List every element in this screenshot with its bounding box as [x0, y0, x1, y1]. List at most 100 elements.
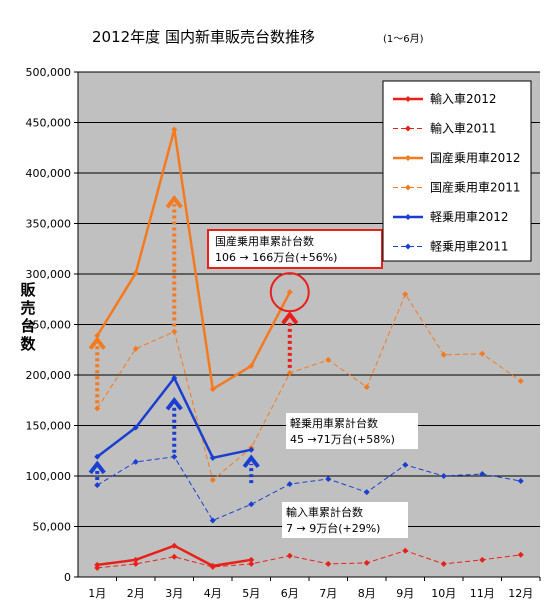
legend-label: 国産乗用車2011	[430, 180, 521, 195]
y-tick-label: 300,000	[26, 268, 72, 281]
series-point	[132, 560, 139, 567]
series-line-2	[97, 550, 521, 569]
series-point	[248, 362, 255, 369]
x-tick-label: 7月	[319, 587, 337, 600]
annotation-domestic-line2: 106 → 166万台(+56%)	[215, 250, 337, 264]
y-tick-label: 400,000	[26, 167, 72, 180]
series-point	[479, 556, 486, 563]
series-point	[248, 556, 255, 563]
series-point	[94, 561, 101, 568]
annotation-import-line1: 輸入車累計台数	[286, 505, 363, 519]
legend-box	[382, 80, 532, 262]
series-point	[171, 126, 178, 133]
legend: 輸入車2012 輸入車2011 国産乗用車2012 国産乗用車2011 軽乗用車2012…	[382, 80, 532, 262]
series-point	[402, 291, 409, 298]
annotation-import-box	[282, 502, 408, 538]
annotation-import: 輸入車累計台数 7 → 9万台(+29%)	[282, 502, 408, 538]
series-point	[94, 453, 101, 460]
series-point	[94, 332, 101, 339]
y-tick-label: 350,000	[26, 218, 72, 231]
series-point	[440, 473, 447, 479]
series-point	[248, 560, 255, 567]
legend-marker	[405, 125, 411, 132]
series-point	[209, 477, 216, 484]
highlight-circle	[269, 272, 310, 313]
arrow-head	[88, 336, 106, 350]
series-line-3	[96, 129, 291, 392]
chart-title: 2012年度 国内新車販売台数推移	[92, 28, 315, 46]
series-point	[402, 547, 409, 554]
y-tick-label: 200,000	[26, 369, 72, 382]
series-point	[325, 476, 332, 483]
legend-marker	[405, 184, 411, 191]
series-point	[132, 345, 139, 352]
x-tick-label: 9月	[396, 587, 414, 600]
legend-label: 輸入車2011	[430, 121, 497, 136]
arrow-head	[281, 311, 299, 325]
series-point	[248, 446, 255, 453]
series-point	[94, 482, 101, 489]
y-tick-label: 500,000	[26, 66, 72, 79]
x-axis-ticks: 1月 2月 3月 4月 5月 6月 7月 8月 9月 10月 11月 12月	[88, 577, 541, 600]
y-tick-label: 150,000	[26, 420, 72, 433]
x-tick-label: 5月	[242, 587, 260, 600]
x-tick-label: 3月	[165, 587, 183, 600]
series-point	[363, 489, 370, 496]
annotation-domestic-box	[207, 229, 383, 269]
series-line-4	[96, 293, 522, 481]
series-point	[286, 481, 293, 488]
annotation-kei-box	[286, 413, 418, 449]
annotation-import-line2: 7 → 9万台(+29%)	[286, 521, 380, 535]
legend-label: 輸入車2012	[430, 91, 497, 106]
series-point	[209, 386, 216, 393]
annotation-kei-line2: 45 →71万台(+58%)	[290, 432, 395, 446]
series-point	[286, 552, 293, 559]
series-point	[517, 551, 524, 558]
series-point	[248, 501, 255, 508]
arrow-head	[165, 396, 183, 411]
series-point	[209, 562, 216, 569]
x-tick-label: 6月	[281, 587, 299, 600]
series-point	[132, 458, 139, 465]
series-point	[171, 328, 178, 335]
legend-marker	[405, 243, 411, 250]
y-tick-label: 250,000	[26, 319, 72, 332]
series-point	[325, 356, 332, 363]
annotation-kei: 軽乗用車累計台数 45 →71万台(+58%)	[286, 413, 418, 449]
series-point	[94, 405, 101, 412]
x-tick-label: 1月	[88, 587, 106, 600]
legend-label: 軽乗用車2011	[430, 240, 509, 254]
series-point	[171, 553, 178, 560]
series-point	[132, 424, 139, 431]
x-tick-label: 8月	[358, 587, 376, 600]
series-point	[325, 560, 332, 567]
series-point	[402, 461, 409, 468]
y-axis-label-text: 販売台数	[20, 281, 36, 353]
annotation-kei-line1: 軽乗用車累計台数	[290, 416, 378, 430]
series-point	[286, 369, 293, 376]
series-point	[286, 289, 293, 296]
legend-marker	[405, 96, 411, 102]
arrow-head	[242, 454, 260, 469]
x-tick-label: 12月	[508, 587, 533, 600]
x-tick-label: 4月	[204, 587, 222, 600]
chart-subtitle: (1〜6月)	[383, 33, 424, 45]
series-point	[479, 470, 486, 477]
arrow-head	[165, 194, 183, 209]
y-tick-label: 100,000	[26, 470, 72, 483]
series-point	[363, 559, 370, 566]
series-point	[171, 375, 178, 382]
x-tick-label: 2月	[127, 587, 145, 600]
series-point	[440, 351, 447, 358]
highlight-layer	[269, 272, 310, 313]
series-point	[171, 542, 178, 549]
legend-label: 国産乗用車2012	[430, 150, 521, 165]
series-point	[517, 478, 524, 485]
series-layer	[94, 126, 524, 571]
series-line-6	[97, 456, 521, 522]
series-point	[209, 517, 216, 524]
x-tick-label: 11月	[470, 587, 495, 600]
series-point	[171, 453, 178, 460]
series-point	[132, 269, 139, 276]
